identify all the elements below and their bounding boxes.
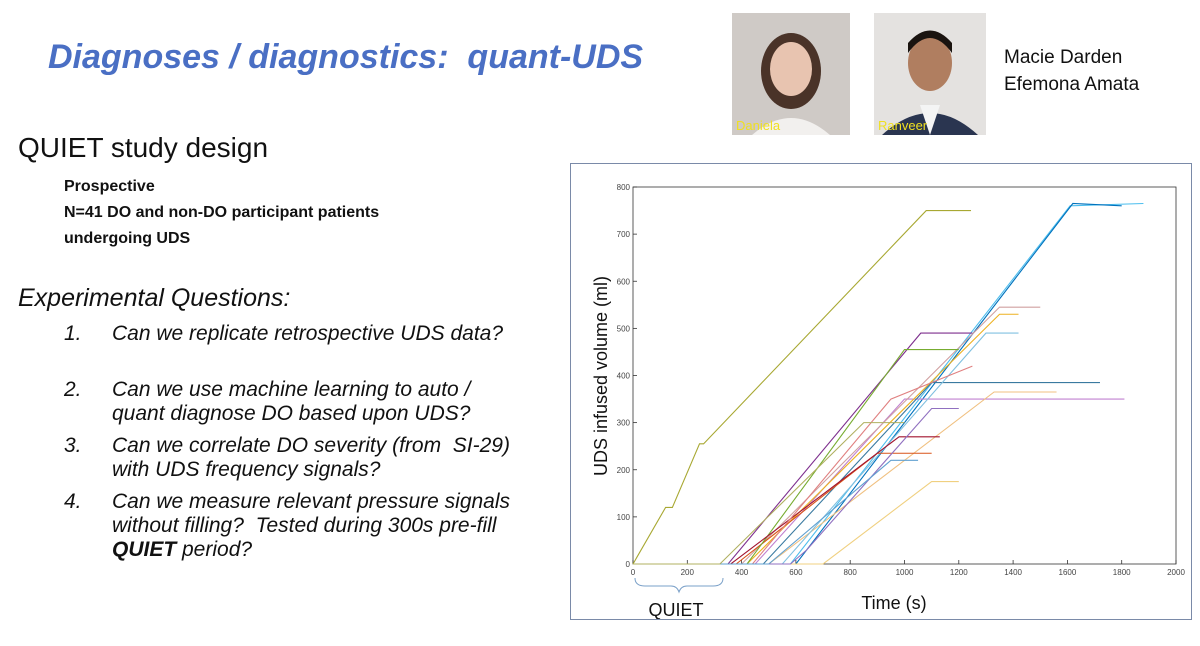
question-number: 1. (64, 322, 82, 345)
x-tick-label: 1200 (950, 568, 968, 577)
portrait (732, 13, 850, 135)
text-part: period? (176, 538, 253, 561)
question-text: Can we measure relevant pressure signals… (112, 490, 522, 562)
text-part: Can we measure relevant pressure signals… (112, 490, 516, 537)
x-axis-label: Time (s) (861, 593, 926, 613)
portrait (874, 13, 986, 135)
text-emphasis: QUIET (112, 538, 177, 561)
y-tick-label: 800 (617, 183, 631, 192)
author: Efemona Amata (1004, 74, 1140, 95)
slide-title: Diagnoses / diagnostics: quant-UDS (48, 38, 644, 76)
x-tick-label: 400 (735, 568, 749, 577)
x-tick-label: 1000 (896, 568, 914, 577)
question-number: 4. (64, 490, 82, 513)
question-number: 2. (64, 378, 82, 401)
authors: Macie Darden Efemona Amata (1004, 44, 1139, 98)
data-line (632, 210, 972, 565)
x-tick-label: 1400 (1004, 568, 1022, 577)
y-tick-label: 700 (617, 230, 631, 239)
question-number: 3. (64, 434, 82, 457)
y-tick-label: 300 (617, 419, 631, 428)
plot-area (632, 186, 1177, 565)
y-axis-label: UDS infused volume (ml) (591, 276, 611, 476)
x-tick-label: 1800 (1113, 568, 1131, 577)
y-tick-label: 100 (617, 513, 631, 522)
study-item: Prospective (64, 178, 155, 195)
author: Macie Darden (1004, 47, 1123, 68)
data-line (633, 422, 905, 565)
x-tick-label: 2000 (1167, 568, 1185, 577)
section-heading: QUIET study design (18, 132, 269, 163)
question-text: Can we use machine learning to auto / qu… (112, 378, 477, 425)
x-tick-label: 600 (789, 568, 803, 577)
section-heading: Experimental Questions: (18, 284, 291, 312)
photo-label: Daniela (736, 118, 781, 133)
bracket (634, 577, 724, 594)
study-item: N=41 DO and non-DO participant patients (64, 204, 380, 221)
y-tick-label: 600 (617, 277, 631, 286)
annotation: QUIET (648, 600, 703, 620)
x-tick-label: 200 (681, 568, 695, 577)
x-tick-label: 0 (631, 568, 636, 577)
y-tick-label: 0 (626, 560, 631, 569)
y-tick-label: 500 (617, 324, 631, 333)
photo: Daniela (732, 13, 850, 135)
photo-label: Ranveer (878, 118, 928, 133)
x-tick-label: 800 (844, 568, 858, 577)
study-list: Prospective N=41 DO and non-DO participa… (64, 174, 379, 252)
y-tick-label: 200 (617, 466, 631, 475)
question-text: Can we replicate retrospective UDS data? (112, 322, 504, 345)
study-item: undergoing UDS (64, 230, 191, 247)
x-tick-label: 1600 (1059, 568, 1077, 577)
question-text: Can we correlate DO severity (from SI-29… (112, 434, 516, 481)
photo: Ranveer (874, 13, 986, 135)
y-tick-label: 400 (617, 372, 631, 381)
chart: 0 100 200 300 400 500 600 700 800 0 200 400 600 800 10… (570, 163, 1192, 620)
